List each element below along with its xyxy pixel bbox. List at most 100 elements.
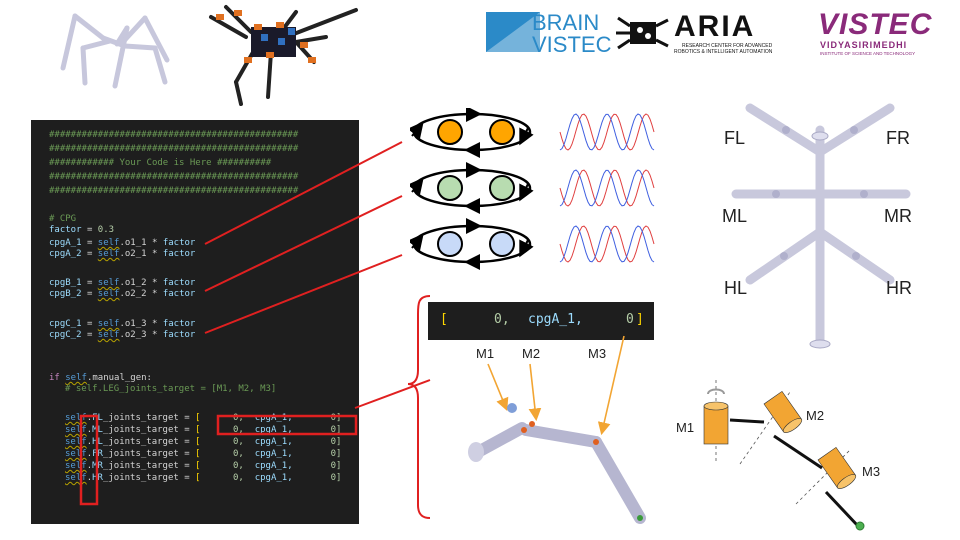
robot-top-view (731, 103, 911, 349)
brain-dots-icon (486, 12, 540, 52)
connector-fl-target (354, 379, 431, 409)
cpg-c-neuron-1 (437, 231, 463, 257)
code-zero-value: 0, (233, 449, 244, 459)
code-zero-value: 0, (233, 413, 244, 423)
code-last-value: 0] (330, 425, 342, 435)
code-zero-value: 0, (233, 473, 244, 483)
code-joint-suffix: _joints_target (102, 413, 185, 423)
code-last-value: 0] (330, 461, 342, 471)
code-factor-line: factor = 0.3 (49, 225, 115, 235)
code-zero-value: 0, (233, 425, 244, 435)
motor-m2 (763, 390, 803, 433)
code-cpg-comment: # CPG (49, 214, 77, 224)
leg-joint-m1 (507, 403, 517, 413)
cpg-b-neuron-2 (489, 175, 515, 201)
code-editor-panel: ########################################… (31, 120, 359, 524)
cpg-a-wave-1 (559, 113, 655, 151)
code-highlight-box (216, 414, 358, 436)
hexapod-robot-photo (209, 5, 358, 106)
code-zero-value: 0, (233, 437, 244, 447)
code-hash-line-1: ########################################… (49, 130, 299, 140)
leg-3d-render (468, 335, 646, 524)
code-last-value: 0] (330, 473, 342, 483)
aria-logo-text: ARIA (674, 10, 756, 43)
code-cpg-value: cpgA_1, (254, 461, 293, 471)
leg-name-highlight-box (79, 414, 99, 506)
snippet-close-bracket: ] (636, 312, 644, 327)
leg-label-hl: HL (724, 278, 748, 298)
code-self-token: self (65, 437, 87, 447)
motor-label-m2: M2 (522, 346, 541, 361)
code-cpg-line: cpgA_2 = self.o2_1 * factor (49, 249, 196, 259)
code-self-token: self (65, 413, 87, 423)
cpg-oscillator-diagrams (410, 108, 655, 270)
motor-m1 (703, 388, 729, 445)
cpg-b-wave-2 (559, 169, 655, 207)
cpg-a-oscillator (410, 108, 655, 158)
vistec-subtitle-1: VIDYASIRIMEDHI (820, 40, 908, 50)
aria-subtitle-2: ROBOTICS & INTELLIGENT AUTOMATION (674, 49, 773, 55)
motor-label-m3: M3 (588, 346, 607, 361)
code-last-value: 0] (330, 437, 342, 447)
cpg-a-neuron-1 (437, 119, 463, 145)
cpg-c-wave-1 (559, 225, 655, 263)
leg-label-hr: HR (886, 278, 912, 298)
code-joint-suffix: _joints_target (102, 461, 185, 471)
motor-m3 (817, 446, 857, 489)
code-last-value: 0] (330, 413, 342, 423)
code-your-code-line: ############ Your Code is Here #########… (49, 158, 272, 168)
aria-subtitle-1: RESEARCH CENTER FOR ADVANCED (682, 43, 773, 49)
cpg-c-neuron-2 (489, 231, 515, 257)
arrow-m3 (597, 335, 625, 436)
arrow-m2 (528, 363, 542, 422)
code-hash-line-4: ########################################… (49, 186, 299, 196)
leg-label-ml: ML (722, 206, 748, 226)
code-cpg-value: cpgA_1, (254, 425, 293, 435)
code-cpg-line: cpgC_1 = self.o1_3 * factor (49, 319, 196, 329)
code-joint-suffix: _joints_target (102, 473, 185, 483)
code-cpg-line: cpgB_2 = self.o2_2 * factor (49, 289, 196, 299)
link-m1-m2 (729, 418, 765, 424)
curly-brace (407, 295, 431, 519)
aria-logo: ARIA RESEARCH CENTER FOR ADVANCED ROBOTI… (616, 10, 802, 56)
leg-joint-dot (593, 439, 599, 445)
connector-cpgb (204, 195, 403, 292)
joint-schematic-diagram (703, 380, 865, 531)
diagram-label-m2: M2 (806, 408, 825, 423)
diagram-label-m1: M1 (676, 420, 695, 435)
code-cpg-value: cpgA_1, (254, 413, 293, 423)
code-if-line: if self.manual_gen: (49, 373, 152, 383)
vistec-subtitle-2: INSTITUTE OF SCIENCE AND TECHNOLOGY (820, 51, 916, 56)
code-zero-value: 0, (233, 461, 244, 471)
connector-cpga (204, 141, 403, 245)
vistec-logo: VISTEC VIDYASIRIMEDHI INSTITUTE OF SCIEN… (818, 8, 950, 58)
cpg-c-wave-2 (559, 225, 655, 263)
cpg-a-neuron-2 (489, 119, 515, 145)
code-cpg-value: cpgA_1, (254, 473, 293, 483)
snippet-cpg: cpgA_1, (528, 312, 583, 327)
leg-joint-dot (521, 427, 527, 433)
code-joint-suffix: _joints_target (102, 437, 185, 447)
code-cpg-line: cpgB_1 = self.o1_2 * factor (49, 278, 196, 288)
code-cpg-value: cpgA_1, (254, 437, 293, 447)
code-cpg-line: cpgC_2 = self.o2_3 * factor (49, 330, 196, 340)
motor-label-m1: M1 (476, 346, 495, 361)
leg-foot (637, 515, 643, 521)
brain-logo-subtext: VISTEC (532, 32, 612, 57)
brain-vistec-logo: BRAIN VISTEC (486, 8, 611, 57)
leg-label-fl: FL (724, 128, 746, 148)
vistec-logo-text: VISTEC (818, 8, 933, 41)
cpg-b-neuron-1 (437, 175, 463, 201)
hexapod-wireframe-image (60, 13, 170, 89)
code-hash-line-3: ########################################… (49, 172, 299, 182)
snippet-open-bracket: [ (440, 312, 448, 327)
leg-label-fr: FR (886, 128, 910, 148)
cpg-c-oscillator (410, 218, 655, 270)
joint-target-snippet: [ 0, cpgA_1, 0 ] (428, 302, 654, 340)
snippet-zero-2: 0 (626, 312, 634, 327)
code-cpg-value: cpgA_1, (254, 449, 293, 459)
link-m2-m3 (773, 434, 823, 470)
brain-logo-text: BRAIN (532, 10, 600, 35)
code-self-token: self (65, 449, 87, 459)
cpg-b-oscillator (410, 162, 655, 214)
